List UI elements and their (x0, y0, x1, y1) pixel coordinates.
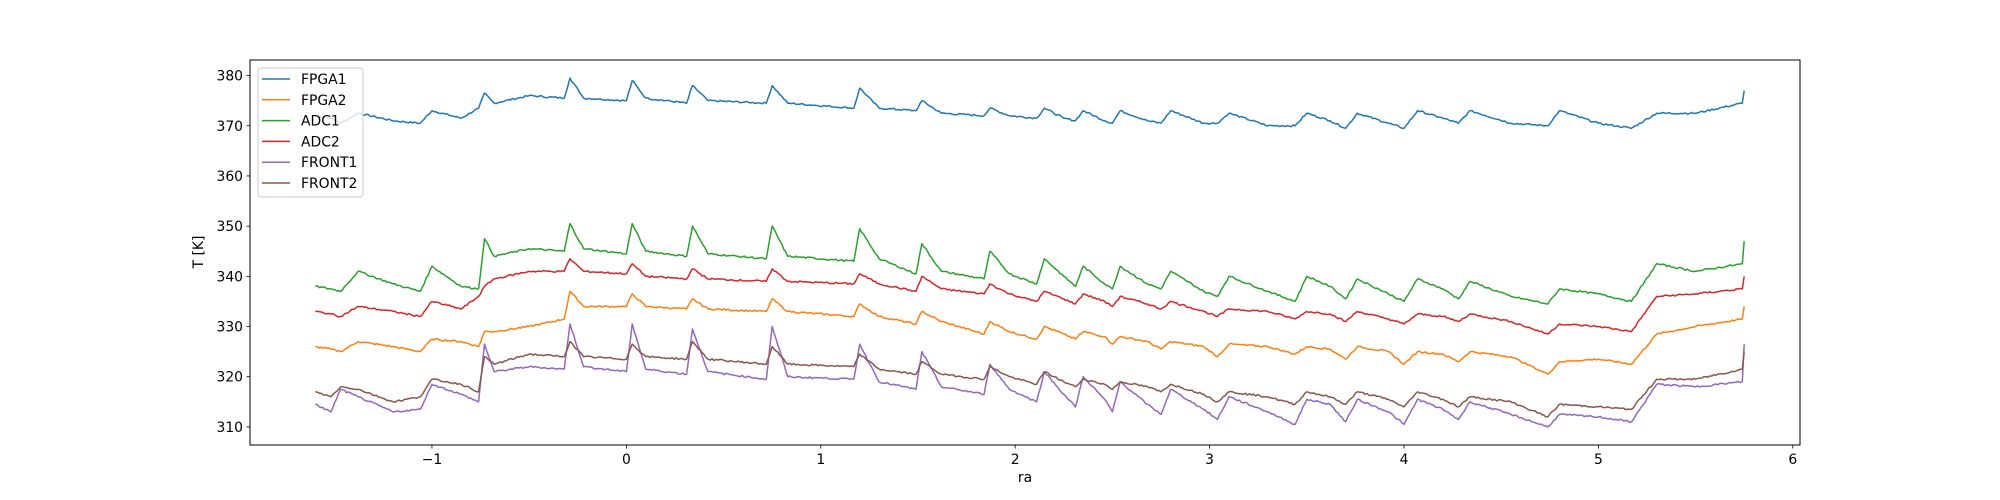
series-layer (315, 77, 1745, 428)
series-line-fpga1 (315, 77, 1745, 130)
x-tick-label: 3 (1205, 452, 1214, 468)
series-line-fpga2 (315, 290, 1745, 375)
legend-label: FPGA1 (301, 72, 346, 88)
legend-item-adc2: ADC2 (262, 134, 340, 150)
x-tick-label: 1 (816, 452, 825, 468)
y-tick-label: 380 (216, 69, 243, 85)
x-tick-label: 6 (1788, 452, 1797, 468)
series-line-front2 (315, 340, 1745, 418)
y-axis-label: T [K] (191, 236, 207, 270)
axes-frame (249, 59, 1801, 446)
series-line-front1 (315, 323, 1745, 428)
legend-item-front2: FRONT2 (262, 176, 357, 192)
x-tick-label: −1 (422, 452, 442, 468)
legend-label: FPGA2 (301, 93, 346, 109)
y-tick-label: 330 (216, 320, 243, 336)
legend-label: FRONT2 (301, 176, 357, 192)
legend: FPGA1 FPGA2 ADC1 ADC2 FRONT1 FRONT2 (257, 67, 364, 198)
legend-label: ADC1 (301, 114, 340, 130)
legend-item-fpga1: FPGA1 (262, 72, 346, 88)
x-tick-label: 5 (1594, 452, 1603, 468)
x-tick-label: 4 (1400, 452, 1409, 468)
y-tick-label: 320 (216, 370, 243, 386)
series-line-adc2 (315, 258, 1745, 335)
y-axis: 310 320 330 340 350 360 370 380 (216, 69, 250, 436)
legend-item-fpga2: FPGA2 (262, 93, 346, 109)
legend-item-front1: FRONT1 (262, 155, 357, 171)
legend-label: ADC2 (301, 134, 340, 150)
y-tick-label: 350 (216, 219, 243, 235)
legend-item-adc1: ADC1 (262, 114, 340, 130)
y-tick-label: 370 (216, 119, 243, 135)
x-axis-label: ra (1018, 470, 1032, 486)
y-tick-label: 340 (216, 269, 243, 285)
legend-label: FRONT1 (301, 155, 357, 171)
x-tick-label: 2 (1011, 452, 1020, 468)
x-axis: −1 0 1 2 3 4 5 6 (422, 445, 1797, 468)
series-line-adc1 (315, 222, 1745, 305)
y-tick-label: 360 (216, 169, 243, 185)
y-tick-label: 310 (216, 420, 243, 436)
x-tick-label: 0 (622, 452, 631, 468)
